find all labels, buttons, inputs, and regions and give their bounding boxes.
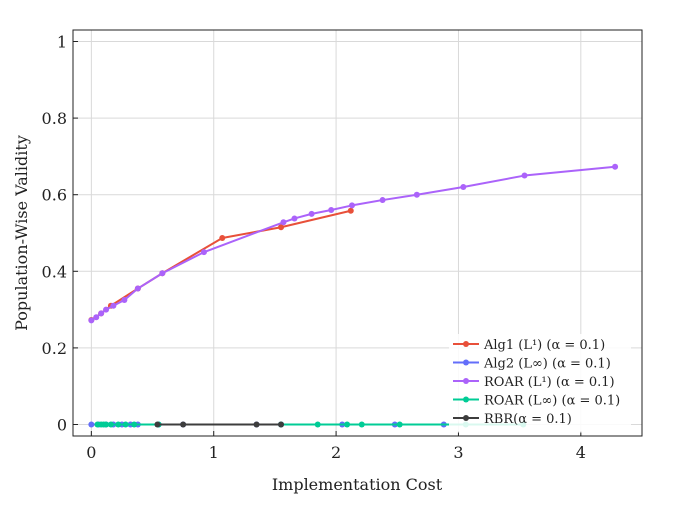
x-tick-label: 1 [209,443,219,462]
legend-box [449,334,631,433]
data-point [154,421,161,428]
legend-item: Alg2 (L∞) (α = 0.1) [453,357,611,372]
x-axis-label: Implementation Cost [272,475,443,494]
legend-item: ROAR (L¹) (α = 0.1) [453,375,615,390]
series-5 [154,421,285,428]
y-tick-label: 0.6 [42,186,67,205]
data-point [103,306,110,313]
data-point [344,421,351,428]
legend-label: RBR(α = 0.1) [484,412,572,427]
x-tick-label: 0 [86,443,96,462]
data-point [379,197,386,204]
data-point [93,314,100,321]
y-axis-ticks: 0 0.2 0.4 0.6 0.8 1 [42,32,78,435]
x-tick-label: 4 [576,443,586,462]
data-point [88,317,95,324]
series-layer [88,163,619,428]
data-point [278,421,285,428]
data-point [103,421,110,428]
series-3 [88,163,619,324]
data-point [612,163,619,170]
data-point [280,219,287,226]
legend-label: Alg1 (L¹) (α = 0.1) [483,338,605,353]
data-point [131,421,138,428]
data-point [291,215,298,222]
data-point [358,421,365,428]
y-axis-label: Population-Wise Validity [12,135,31,331]
data-point [413,191,420,198]
data-point [314,421,321,428]
data-point [396,421,403,428]
y-tick-label: 0.4 [42,262,67,281]
legend: Alg1 (L¹) (α = 0.1) Alg2 (L∞) (α = 0.1) RO… [449,334,631,433]
data-point [253,421,260,428]
data-point [347,207,354,214]
y-tick-label: 0.8 [42,109,67,128]
legend-swatch-marker [463,359,469,366]
data-point [460,184,467,191]
x-tick-label: 3 [453,443,463,462]
data-point [278,224,285,231]
plot-frame [72,29,643,437]
legend-item: RBR(α = 0.1) [453,412,572,427]
legend-swatch-marker [463,415,469,421]
y-tick-label: 0.2 [42,339,67,358]
data-point [328,207,335,214]
data-point [115,421,122,428]
legend-label: ROAR (L¹) (α = 0.1) [484,375,615,390]
data-point [88,421,95,428]
series-4 [94,421,527,428]
data-point [348,202,355,209]
data-point [219,234,226,241]
legend-label: ROAR (L∞) (α = 0.1) [484,394,620,409]
data-point [122,421,129,428]
data-point [134,285,141,292]
data-point [110,302,117,309]
data-point [200,249,207,256]
y-tick-label: 0 [57,416,67,435]
data-point [521,172,528,179]
legend-item: ROAR (L∞) (α = 0.1) [453,394,620,409]
x-tick-label: 2 [331,443,341,462]
data-point [98,310,105,317]
legend-label: Alg2 (L∞) (α = 0.1) [483,357,611,372]
data-point [159,270,166,277]
data-point [107,421,114,428]
data-point [308,210,315,217]
data-point [121,297,128,304]
legend-swatch-marker [463,341,469,347]
data-point [180,421,187,428]
legend-swatch-marker [463,396,469,403]
y-tick-label: 1 [57,32,67,51]
legend-item: Alg1 (L¹) (α = 0.1) [453,338,605,353]
legend-swatch-marker [463,378,469,384]
